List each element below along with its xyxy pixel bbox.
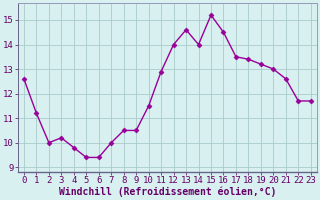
X-axis label: Windchill (Refroidissement éolien,°C): Windchill (Refroidissement éolien,°C) [59,187,276,197]
